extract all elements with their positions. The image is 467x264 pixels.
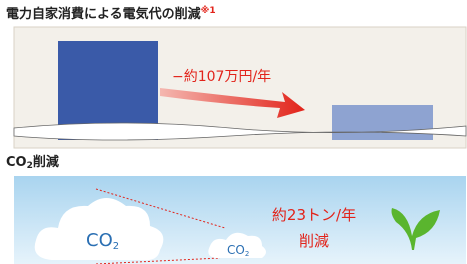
- subscript: 2: [245, 250, 249, 258]
- section-title: CO2削減: [6, 154, 59, 171]
- infographic: 電力自家消費による電気代の削減※1 −約107万円/年 CO2削減 CO2 CO…: [0, 0, 467, 264]
- reduction-label: 削減: [299, 232, 329, 250]
- amount-label: 約23トン/年: [272, 206, 356, 224]
- section-title: 電力自家消費による電気代の削減※1: [6, 5, 216, 22]
- bar-after: [332, 105, 433, 140]
- title-text: CO: [6, 155, 27, 170]
- subscript: 2: [113, 241, 119, 252]
- title-text: 電力自家消費による電気代の削減: [6, 6, 201, 22]
- reduction-label: −約107万円/年: [172, 69, 271, 85]
- title-text: 削減: [33, 154, 59, 170]
- label-main: CO: [86, 230, 113, 251]
- label-main: CO: [227, 243, 245, 257]
- note: ※1: [201, 5, 216, 16]
